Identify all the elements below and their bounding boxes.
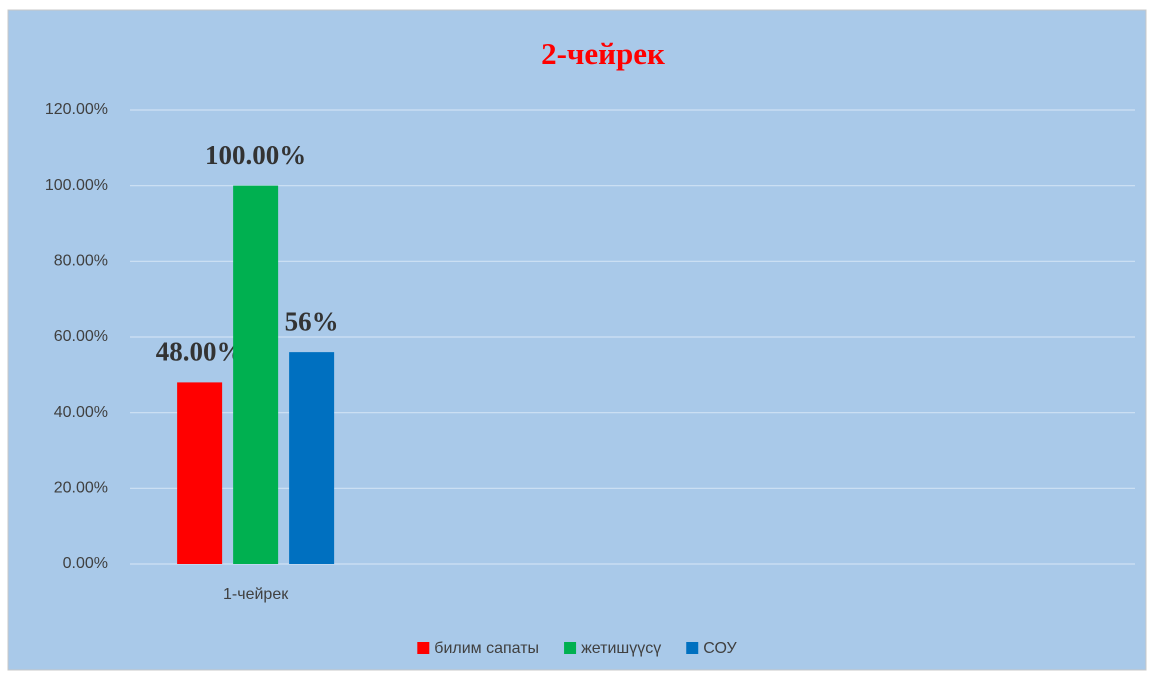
legend-label: билим сапаты (434, 640, 539, 657)
legend-swatch (417, 642, 430, 654)
chart-title: 2-чейрек (541, 36, 665, 71)
bar (233, 185, 279, 564)
legend-label: жетишүүсү (581, 640, 661, 657)
data-label: 100.00% (205, 140, 306, 170)
bar (177, 382, 223, 564)
data-label: 48.00% (156, 337, 244, 367)
legend-swatch (686, 642, 699, 654)
x-tick-label: 1-чейрек (223, 586, 289, 603)
bar (289, 352, 335, 564)
y-tick-label: 20.00% (54, 480, 108, 497)
data-label: 56% (285, 306, 339, 336)
y-tick-label: 120.00% (45, 101, 108, 118)
y-tick-label: 40.00% (54, 404, 108, 421)
y-tick-label: 100.00% (45, 177, 108, 194)
y-tick-label: 60.00% (54, 328, 108, 345)
y-tick-label: 0.00% (63, 555, 108, 572)
legend-label: СОУ (703, 640, 737, 657)
y-tick-label: 80.00% (54, 253, 108, 270)
legend-swatch (564, 642, 577, 654)
